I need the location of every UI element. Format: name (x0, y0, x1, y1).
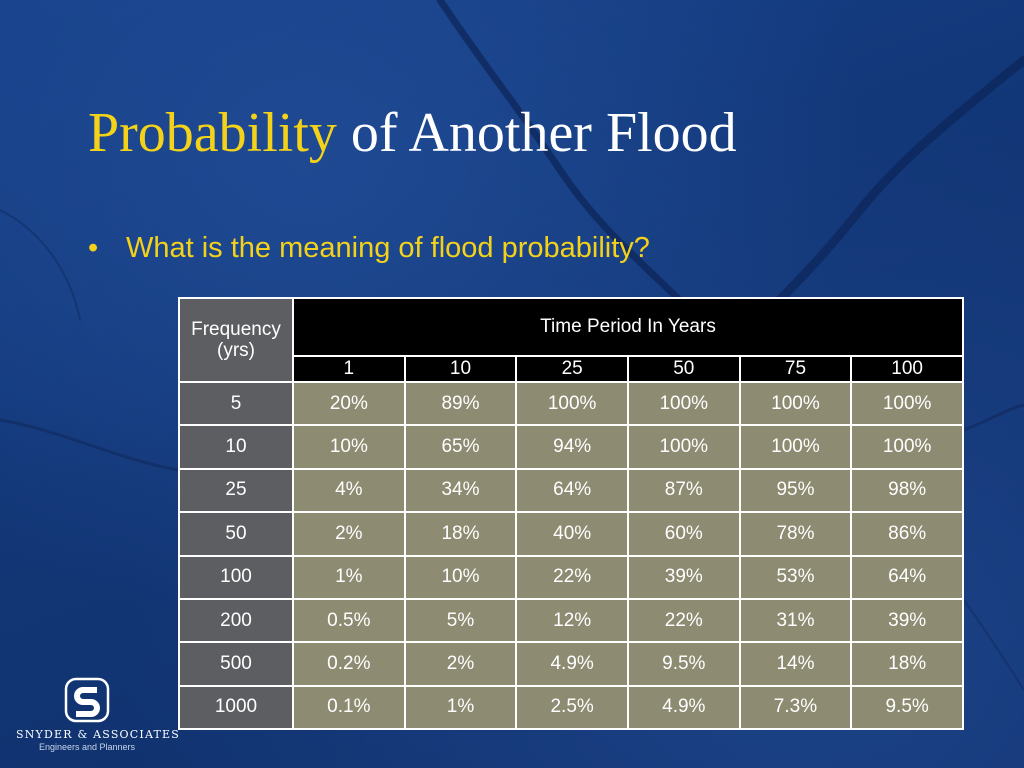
bullet-icon: • (88, 232, 99, 264)
frequency-cell: 5 (178, 380, 294, 427)
snyder-s-logo-icon (64, 677, 110, 723)
probability-cell: 34% (403, 467, 518, 514)
table-row: 200 0.5% 5% 12% 22% 31% 39% (178, 597, 964, 644)
period-header-cell: 10 (403, 355, 518, 383)
probability-cell: 4.9% (626, 684, 741, 731)
probability-cell: 60% (626, 511, 741, 557)
company-logo: SNYDER & ASSOCIATES Engineers and Planne… (16, 676, 180, 752)
probability-cell: 40% (515, 511, 629, 557)
company-tagline: Engineers and Planners (38, 742, 136, 752)
frequency-cell: 50 (178, 511, 294, 557)
probability-cell: 12% (515, 597, 629, 644)
probability-cell: 65% (403, 424, 518, 470)
probability-cell: 100% (738, 380, 853, 427)
probability-cell: 0.2% (292, 641, 406, 687)
probability-cell: 53% (738, 554, 853, 600)
probability-cell: 100% (850, 380, 964, 427)
period-header-cell: 75 (738, 355, 853, 383)
probability-cell: 18% (850, 641, 964, 687)
period-header-cell: 25 (515, 355, 629, 383)
probability-cell: 39% (626, 554, 741, 600)
flood-probability-table: Frequency (yrs) Time Period In Years 1 10… (178, 297, 964, 731)
probability-cell: 9.5% (850, 684, 964, 731)
probability-cell: 100% (738, 424, 853, 470)
probability-cell: 18% (403, 511, 518, 557)
frequency-cell: 100 (178, 554, 294, 600)
probability-cell: 100% (626, 424, 741, 470)
probability-cell: 9.5% (626, 641, 741, 687)
frequency-cell: 1000 (178, 684, 294, 731)
probability-cell: 2.5% (515, 684, 629, 731)
slide-title: Probability of Another Flood (88, 98, 737, 168)
probability-cell: 4% (292, 467, 406, 514)
probability-cell: 4.9% (515, 641, 629, 687)
table-row: 500 0.2% 2% 4.9% 9.5% 14% 18% (178, 641, 964, 687)
period-header-cell: 1 (292, 355, 406, 383)
table-row: 10 10% 65% 94% 100% 100% 100% (178, 424, 964, 470)
company-name: SNYDER & ASSOCIATES (16, 728, 180, 741)
probability-cell: 87% (626, 467, 741, 514)
probability-cell: 94% (515, 424, 629, 470)
probability-cell: 14% (738, 641, 853, 687)
probability-cell: 95% (738, 467, 853, 514)
frequency-cell: 200 (178, 597, 294, 644)
table-row: 50 2% 18% 40% 60% 78% 86% (178, 511, 964, 557)
frequency-cell: 25 (178, 467, 294, 514)
table-row: 25 4% 34% 64% 87% 95% 98% (178, 467, 964, 514)
table-row: 5 20% 89% 100% 100% 100% 100% (178, 380, 964, 427)
probability-cell: 89% (403, 380, 518, 427)
probability-cell: 22% (515, 554, 629, 600)
probability-cell: 64% (515, 467, 629, 514)
period-header-cell: 100 (850, 355, 964, 383)
time-period-header: Time Period In Years (292, 297, 964, 357)
frequency-header-line1: Frequency (191, 319, 281, 340)
probability-cell: 0.5% (292, 597, 406, 644)
probability-cell: 1% (292, 554, 406, 600)
table-body: 5 20% 89% 100% 100% 100% 100% 10 10% 65% 94% 100% 10… (178, 380, 964, 731)
probability-cell: 100% (515, 380, 629, 427)
frequency-header-line2: (yrs) (217, 340, 255, 361)
probability-cell: 10% (292, 424, 406, 470)
probability-cell: 64% (850, 554, 964, 600)
frequency-header: Frequency (yrs) (178, 297, 294, 383)
probability-cell: 78% (738, 511, 853, 557)
title-rest: of Another Flood (350, 102, 737, 164)
probability-cell: 2% (292, 511, 406, 557)
probability-cell: 2% (403, 641, 518, 687)
probability-cell: 22% (626, 597, 741, 644)
frequency-cell: 500 (178, 641, 294, 687)
period-header-row: 1 10 25 50 75 100 (179, 355, 964, 383)
bullet-text: What is the meaning of flood probability… (126, 232, 650, 264)
title-accent-word: Probability (88, 102, 337, 164)
probability-cell: 1% (403, 684, 518, 731)
period-header-cell: 50 (626, 355, 741, 383)
probability-cell: 10% (403, 554, 518, 600)
probability-cell: 20% (292, 380, 406, 427)
probability-cell: 0.1% (292, 684, 406, 731)
probability-cell: 39% (850, 597, 964, 644)
table-row: 1000 0.1% 1% 2.5% 4.9% 7.3% 9.5% (178, 684, 964, 731)
probability-cell: 100% (850, 424, 964, 470)
frequency-cell: 10 (178, 424, 294, 470)
bullet-point: • What is the meaning of flood probabilit… (88, 228, 650, 268)
probability-cell: 31% (738, 597, 853, 644)
table-row: 100 1% 10% 22% 39% 53% 64% (178, 554, 964, 600)
probability-cell: 100% (626, 380, 741, 427)
probability-cell: 86% (850, 511, 964, 557)
probability-cell: 7.3% (738, 684, 853, 731)
probability-cell: 5% (403, 597, 518, 644)
probability-cell: 98% (850, 467, 964, 514)
